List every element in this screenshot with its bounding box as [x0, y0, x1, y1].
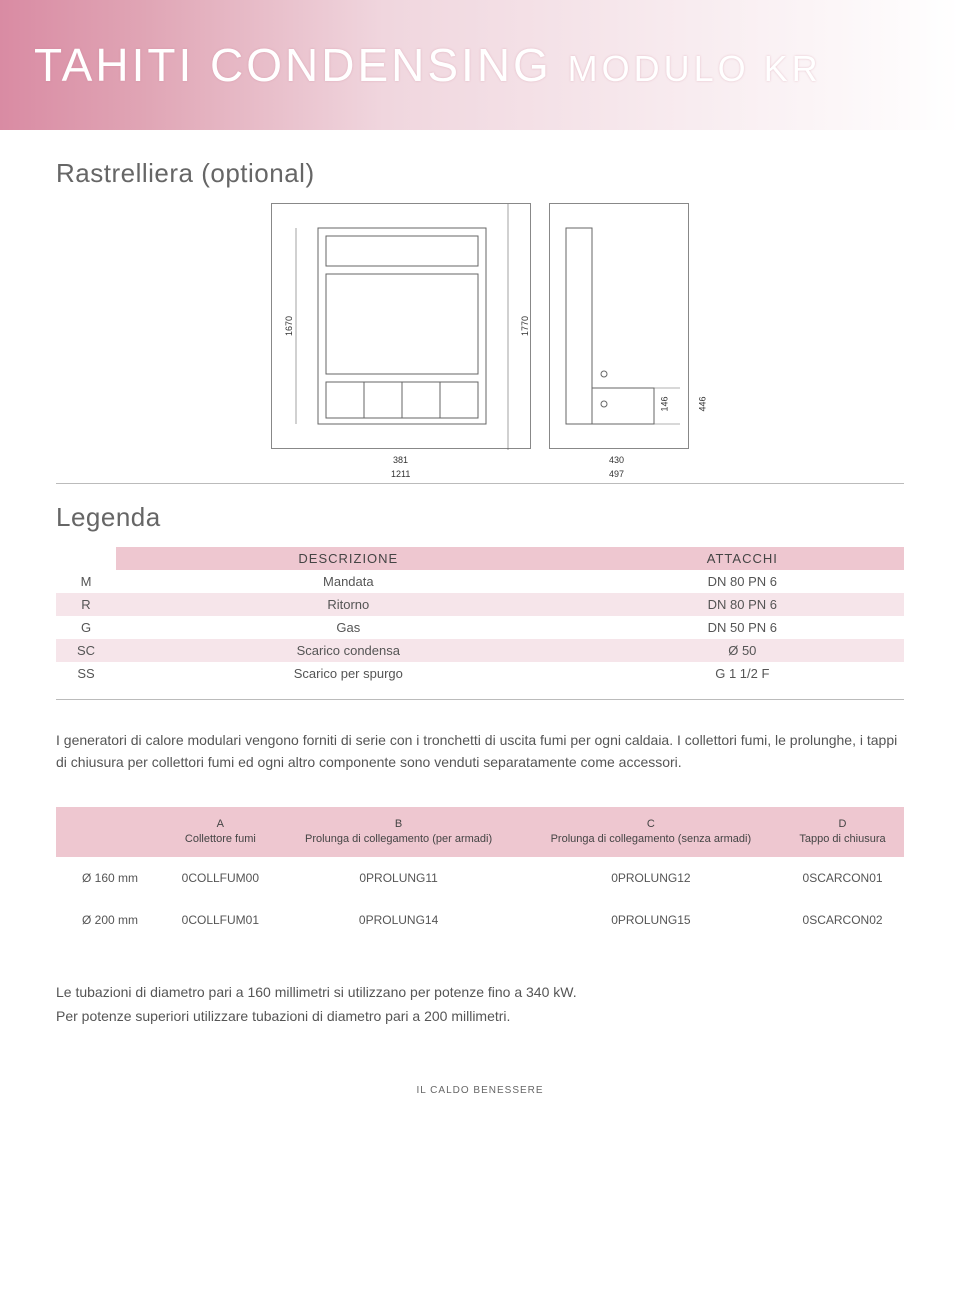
footer-para-2: Per potenze superiori utilizzare tubazio…	[56, 1005, 904, 1029]
legend-th-blank	[56, 547, 116, 570]
section-legend-heading: Legenda	[56, 502, 904, 533]
parts-th	[56, 807, 164, 857]
page-footer: IL CALDO BENESSERE	[56, 1085, 904, 1096]
parts-row: Ø 160 mm0COLLFUM000PROLUNG110PROLUNG120S…	[56, 857, 904, 899]
legend-row: GGasDN 50 PN 6	[56, 616, 904, 639]
legend-cell: Ritorno	[116, 593, 581, 616]
legend-cell: R	[56, 593, 116, 616]
side-view-wrap: 430 497 146 446	[549, 203, 689, 449]
parts-cell: 0SCARCON02	[781, 899, 904, 941]
legend-row: MMandataDN 80 PN 6	[56, 570, 904, 593]
legend-cell: Scarico per spurgo	[116, 662, 581, 685]
front-view-svg	[272, 204, 532, 450]
legend-cell: G	[56, 616, 116, 639]
legend-cell: Scarico condensa	[116, 639, 581, 662]
parts-cell: 0PROLUNG11	[276, 857, 520, 899]
parts-th: ACollettore fumi	[164, 807, 276, 857]
legend-cell: DN 50 PN 6	[581, 616, 904, 639]
divider	[56, 483, 904, 484]
parts-cell: 0SCARCON01	[781, 857, 904, 899]
dim-1770: 1770	[520, 316, 530, 336]
parts-table: ACollettore fumiBProlunga di collegament…	[56, 807, 904, 941]
dim-430: 430	[609, 455, 624, 465]
page-title: TAHITI CONDENSING MODULO KR	[34, 38, 822, 92]
parts-row: Ø 200 mm0COLLFUM010PROLUNG140PROLUNG150S…	[56, 899, 904, 941]
parts-th: DTappo di chiusura	[781, 807, 904, 857]
front-view-wrap: 1670 1770 381 1211	[271, 203, 531, 449]
parts-cell: 0PROLUNG15	[521, 899, 781, 941]
diagram-container: 1670 1770 381 1211 430	[56, 203, 904, 449]
legend-cell: SC	[56, 639, 116, 662]
parts-th: CProlunga di collegamento (senza armadi)	[521, 807, 781, 857]
front-view-box	[271, 203, 531, 449]
dim-446: 446	[698, 396, 708, 411]
parts-cell: Ø 200 mm	[56, 899, 164, 941]
parts-cell: 0PROLUNG12	[521, 857, 781, 899]
legend-table: DESCRIZIONE ATTACCHI MMandataDN 80 PN 6R…	[56, 547, 904, 685]
dim-381: 381	[393, 455, 408, 465]
parts-cell: 0COLLFUM00	[164, 857, 276, 899]
dim-497: 497	[609, 469, 624, 479]
side-view-svg	[550, 204, 690, 450]
header-band: TAHITI CONDENSING MODULO KR	[0, 0, 960, 130]
legend-cell: DN 80 PN 6	[581, 570, 904, 593]
legend-cell: DN 80 PN 6	[581, 593, 904, 616]
parts-cell: 0PROLUNG14	[276, 899, 520, 941]
footer-paragraphs: Le tubazioni di diametro pari a 160 mill…	[56, 981, 904, 1029]
legend-cell: Gas	[116, 616, 581, 639]
footer-para-1: Le tubazioni di diametro pari a 160 mill…	[56, 981, 904, 1005]
legend-cell: SS	[56, 662, 116, 685]
body-paragraph: I generatori di calore modulari vengono …	[56, 730, 904, 773]
dim-1670: 1670	[284, 316, 294, 336]
parts-cell: 0COLLFUM01	[164, 899, 276, 941]
legend-row: RRitornoDN 80 PN 6	[56, 593, 904, 616]
parts-cell: Ø 160 mm	[56, 857, 164, 899]
legend-row: SSScarico per spurgoG 1 1/2 F	[56, 662, 904, 685]
dim-1211: 1211	[391, 469, 410, 479]
legend-row: SCScarico condensaØ 50	[56, 639, 904, 662]
parts-th: BProlunga di collegamento (per armadi)	[276, 807, 520, 857]
content-area: Rastrelliera (optional)	[0, 130, 960, 1116]
legend-cell: M	[56, 570, 116, 593]
title-sub: MODULO KR	[568, 48, 822, 89]
legend-cell: Mandata	[116, 570, 581, 593]
side-view-box	[549, 203, 689, 449]
title-main: TAHITI CONDENSING	[34, 39, 552, 91]
legend-cell: Ø 50	[581, 639, 904, 662]
legend-th-desc: DESCRIZIONE	[116, 547, 581, 570]
dim-146: 146	[660, 396, 670, 411]
legend-cell: G 1 1/2 F	[581, 662, 904, 685]
divider	[56, 699, 904, 700]
section-rack-heading: Rastrelliera (optional)	[56, 158, 904, 189]
legend-th-att: ATTACCHI	[581, 547, 904, 570]
